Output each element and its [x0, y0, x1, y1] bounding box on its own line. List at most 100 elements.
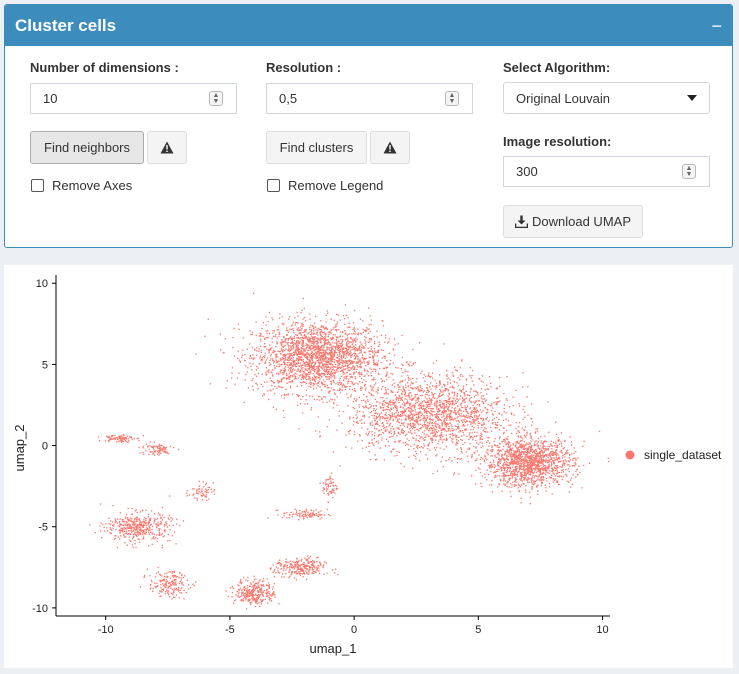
data-point — [372, 357, 374, 359]
data-point — [319, 339, 321, 342]
data-point — [292, 364, 294, 367]
data-point — [357, 358, 359, 360]
data-point — [379, 406, 382, 408]
data-point — [539, 453, 542, 455]
data-point — [435, 400, 437, 403]
data-point — [402, 387, 404, 389]
image-resolution-input[interactable]: 300 ▲ ▼ — [503, 156, 710, 187]
data-point — [536, 493, 539, 495]
data-point — [430, 433, 432, 435]
data-point — [281, 346, 283, 348]
data-point — [338, 359, 340, 361]
data-point — [447, 428, 450, 430]
data-point — [445, 417, 447, 419]
data-point — [387, 388, 389, 390]
data-point — [385, 412, 387, 414]
data-point — [369, 406, 371, 408]
find-neighbors-button[interactable]: Find neighbors — [30, 131, 144, 164]
data-point — [555, 421, 557, 423]
data-point — [479, 468, 481, 470]
checkbox-square[interactable] — [267, 179, 280, 192]
data-point — [283, 372, 285, 374]
data-point — [496, 402, 498, 404]
data-point — [412, 382, 414, 384]
data-point — [341, 351, 344, 353]
data-point — [463, 415, 465, 418]
collapse-icon[interactable]: − — [711, 15, 722, 36]
data-point — [418, 407, 421, 409]
data-point — [427, 422, 429, 424]
data-point — [255, 334, 257, 336]
data-point — [455, 434, 457, 436]
data-point — [411, 425, 413, 427]
data-point — [407, 386, 409, 388]
data-point — [379, 407, 382, 409]
data-point — [297, 359, 300, 361]
resolution-stepper-icon[interactable]: ▲ ▼ — [445, 91, 459, 106]
data-point — [302, 348, 304, 350]
data-point — [265, 316, 267, 318]
data-point — [449, 422, 451, 425]
data-point — [379, 413, 381, 415]
data-point — [357, 328, 359, 330]
remove-axes-checkbox[interactable]: Remove Axes — [31, 178, 132, 193]
data-point — [357, 362, 359, 364]
data-point — [291, 339, 294, 341]
data-point — [283, 370, 285, 373]
data-point — [369, 424, 371, 426]
remove-legend-checkbox[interactable]: Remove Legend — [267, 178, 383, 193]
data-point — [263, 357, 266, 359]
data-point — [476, 418, 478, 420]
data-point — [295, 334, 297, 336]
data-point — [431, 399, 433, 401]
data-point — [276, 329, 278, 331]
data-point — [382, 425, 384, 427]
data-point — [439, 388, 441, 391]
data-point — [426, 401, 428, 404]
data-point — [441, 422, 443, 424]
data-point — [395, 401, 397, 403]
data-point — [503, 454, 506, 456]
data-point — [451, 438, 453, 440]
data-point — [481, 442, 483, 444]
checkbox-square[interactable] — [31, 179, 44, 192]
data-point — [334, 342, 336, 344]
data-point — [397, 418, 399, 421]
data-point — [436, 431, 438, 434]
data-point — [536, 479, 538, 481]
data-point — [359, 360, 361, 362]
download-umap-button[interactable]: Download UMAP — [503, 205, 643, 238]
data-point — [372, 359, 375, 361]
data-point — [239, 361, 241, 363]
data-point — [427, 400, 429, 402]
data-point — [455, 413, 457, 415]
data-point — [316, 337, 318, 339]
clusters-warning-button[interactable] — [370, 131, 410, 164]
data-point — [307, 354, 310, 356]
data-point — [549, 452, 551, 455]
data-point — [391, 412, 393, 414]
data-point — [283, 367, 285, 369]
data-point — [432, 418, 434, 420]
data-point — [474, 460, 476, 462]
data-point — [424, 445, 426, 447]
image-resolution-stepper-icon[interactable]: ▲ ▼ — [682, 164, 696, 179]
data-point — [485, 428, 487, 430]
data-point — [411, 405, 413, 407]
data-point — [290, 369, 292, 371]
neighbors-warning-button[interactable] — [147, 131, 187, 164]
data-point — [356, 364, 358, 367]
data-point — [424, 401, 427, 403]
data-point — [328, 342, 330, 344]
data-point — [282, 369, 285, 371]
resolution-input[interactable]: 0,5 ▲ ▼ — [266, 83, 473, 114]
dims-stepper-icon[interactable]: ▲ ▼ — [209, 91, 223, 106]
find-clusters-button[interactable]: Find clusters — [266, 131, 367, 164]
data-point — [319, 374, 321, 376]
data-point — [397, 343, 399, 345]
data-point — [310, 409, 312, 411]
dims-input[interactable]: 10 ▲ ▼ — [30, 83, 237, 114]
algorithm-select[interactable]: Original Louvain — [503, 82, 710, 114]
data-point — [312, 385, 314, 387]
data-point — [400, 406, 402, 408]
